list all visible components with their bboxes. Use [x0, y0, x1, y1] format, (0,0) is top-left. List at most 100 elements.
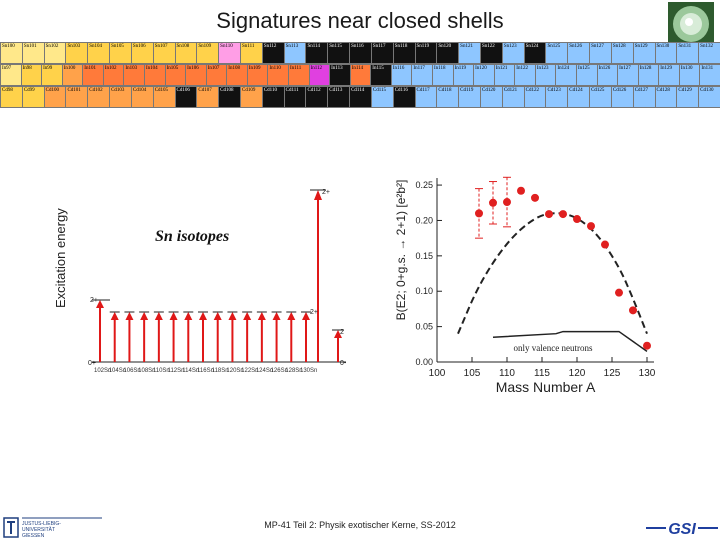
- isotope-cell: In131: [699, 64, 720, 86]
- isotope-cell-label: In111: [290, 66, 302, 71]
- isotope-cell-label: Sn111: [242, 44, 255, 49]
- isotope-cell-label: In109: [248, 66, 261, 71]
- isotope-cell-label: In103: [125, 66, 138, 71]
- isotope-cell-label: Sn103: [67, 44, 81, 49]
- isotope-cell-label: In102: [104, 66, 117, 71]
- isotope-cell-label: In126: [598, 66, 611, 71]
- isotope-cell-label: Cd98: [2, 88, 13, 93]
- arrow-head: [169, 312, 178, 320]
- isotope-cell-label: Sn104: [89, 44, 103, 49]
- arrow-head: [334, 330, 342, 338]
- isotope-cell-label: Sn128: [612, 44, 626, 49]
- isotope-cell-label: Sn121: [460, 44, 473, 49]
- isotope-cell: Sn132: [698, 42, 720, 64]
- x-tick-label: 110: [499, 368, 515, 379]
- isotope-label: 102Sn: [94, 368, 111, 374]
- data-point: [503, 198, 511, 207]
- gsi-logo-text: GSI: [668, 521, 696, 538]
- isotope-cell-label: In106: [187, 66, 199, 71]
- arrow-head: [213, 312, 222, 320]
- arrow-head: [228, 312, 237, 320]
- isotope-cell-label: Sn125: [547, 44, 561, 49]
- data-point: [643, 341, 651, 350]
- isotope-cell-label: Sn123: [503, 44, 517, 49]
- gsi-logo: GSI: [646, 521, 718, 538]
- level-label: 2+: [310, 309, 318, 316]
- isotope-cell: In102: [102, 64, 125, 86]
- isotope-cell-label: In100: [63, 66, 76, 71]
- data-point: [559, 210, 567, 219]
- isotope-cell-label: Cd121: [503, 88, 518, 93]
- isotope-cell-label: Cd122: [525, 88, 539, 93]
- y-tick-label: 0.25: [415, 180, 433, 190]
- isotope-cell-label: Sn108: [176, 44, 190, 49]
- isotope-cell-label: Sn119: [416, 44, 430, 49]
- isotope-cell: Sn121: [458, 42, 481, 64]
- isotope-cell-label: Cd105: [154, 88, 169, 93]
- isotope-cell: Sn112: [261, 42, 285, 64]
- isotope-cell-label: In115: [372, 66, 384, 71]
- isotope-cell-label: In105: [166, 66, 179, 71]
- arrow-head: [272, 312, 281, 320]
- isotope-cell-label: Cd127: [634, 88, 649, 93]
- isotope-cell-label: Sn122: [482, 44, 495, 49]
- isotope-cell-label: Sn129: [634, 44, 648, 49]
- x-axis-label: Mass Number A: [496, 379, 596, 395]
- isotope-cell-label: Sn124: [525, 44, 539, 49]
- data-point: [531, 193, 539, 202]
- isotope-label: 112Sn: [168, 368, 185, 374]
- isotope-cell-label: Sn107: [154, 44, 168, 49]
- data-point: [545, 210, 553, 219]
- isotope-label: 120Sn: [226, 368, 243, 374]
- isotope-cell-label: Sn100: [2, 44, 15, 49]
- isotope-cell: Sn129: [632, 42, 656, 64]
- isotope-cell-label: In99: [43, 66, 53, 71]
- isotope-label: 104Sn: [109, 368, 126, 374]
- isotope-cell: Cd130: [698, 86, 720, 108]
- arrow-head: [287, 312, 296, 320]
- isotope-cell-label: Sn132: [700, 44, 713, 49]
- isotope-cell-label: In123: [536, 66, 549, 71]
- isotope-cell-label: Cd112: [307, 88, 321, 93]
- isotope-cell-label: In97: [2, 66, 12, 71]
- isotope-cell-label: Sn106: [132, 44, 146, 49]
- data-point: [489, 198, 497, 207]
- isotope-cell-label: In110: [269, 66, 281, 71]
- arrow-head: [125, 312, 134, 320]
- be2-chart: 0.00 0.05 0.10 0.15 0.20 0.25 100 105 110 115 120 1…: [394, 176, 656, 395]
- arrow-head: [154, 312, 163, 320]
- isotope-strip: Sn100 Sn101 Sn102 Sn103 Sn104 Sn105 Sn106 Sn107…: [0, 42, 720, 108]
- x-tick-label: 120: [569, 368, 586, 379]
- isotope-cell-label: Cd111: [285, 88, 299, 93]
- arrow-head: [140, 312, 149, 320]
- isotope-label: 122Sn: [241, 368, 258, 374]
- isotope-cell-label: Cd108: [220, 88, 234, 93]
- data-point: [587, 222, 595, 231]
- data-point: [615, 288, 623, 297]
- isotope-cell: Sn131: [676, 42, 700, 64]
- isotope-label: 108Sn: [138, 368, 155, 374]
- isotope-cell-label: Cd123: [547, 88, 561, 93]
- isotope-label: 118Sn: [212, 368, 229, 374]
- level-label: 2: [340, 329, 344, 336]
- x-tick-label: 100: [429, 368, 446, 379]
- isotope-cell-label: Sn127: [591, 44, 604, 49]
- isotope-cell: Cd117: [414, 86, 438, 108]
- theory-curve: [457, 212, 648, 335]
- isotope-cell-label: Sn115: [329, 44, 342, 49]
- isotope-cell-label: Sn102: [45, 44, 59, 49]
- isotope-label: 106Sn: [123, 368, 140, 374]
- x-tick-label: 130: [639, 368, 656, 379]
- isotope-cell-label: Cd124: [569, 88, 583, 93]
- isotope-cell-label: Cd120: [482, 88, 496, 93]
- university-name-line2: UNIVERSITÄT: [22, 526, 55, 533]
- isotope-cell-label: Sn117: [372, 44, 386, 49]
- isotope-cell-label: In119: [454, 66, 467, 71]
- isotope-cell-label: Sn105: [111, 44, 124, 49]
- isotope-cell-label: Cd113: [329, 88, 343, 93]
- level-label: 2+: [322, 189, 330, 196]
- data-point: [601, 240, 609, 249]
- isotope-cell-label: Cd106: [176, 88, 190, 93]
- isotope-cell-label: Sn112: [263, 44, 277, 49]
- y-tick-label: 0.20: [415, 215, 433, 225]
